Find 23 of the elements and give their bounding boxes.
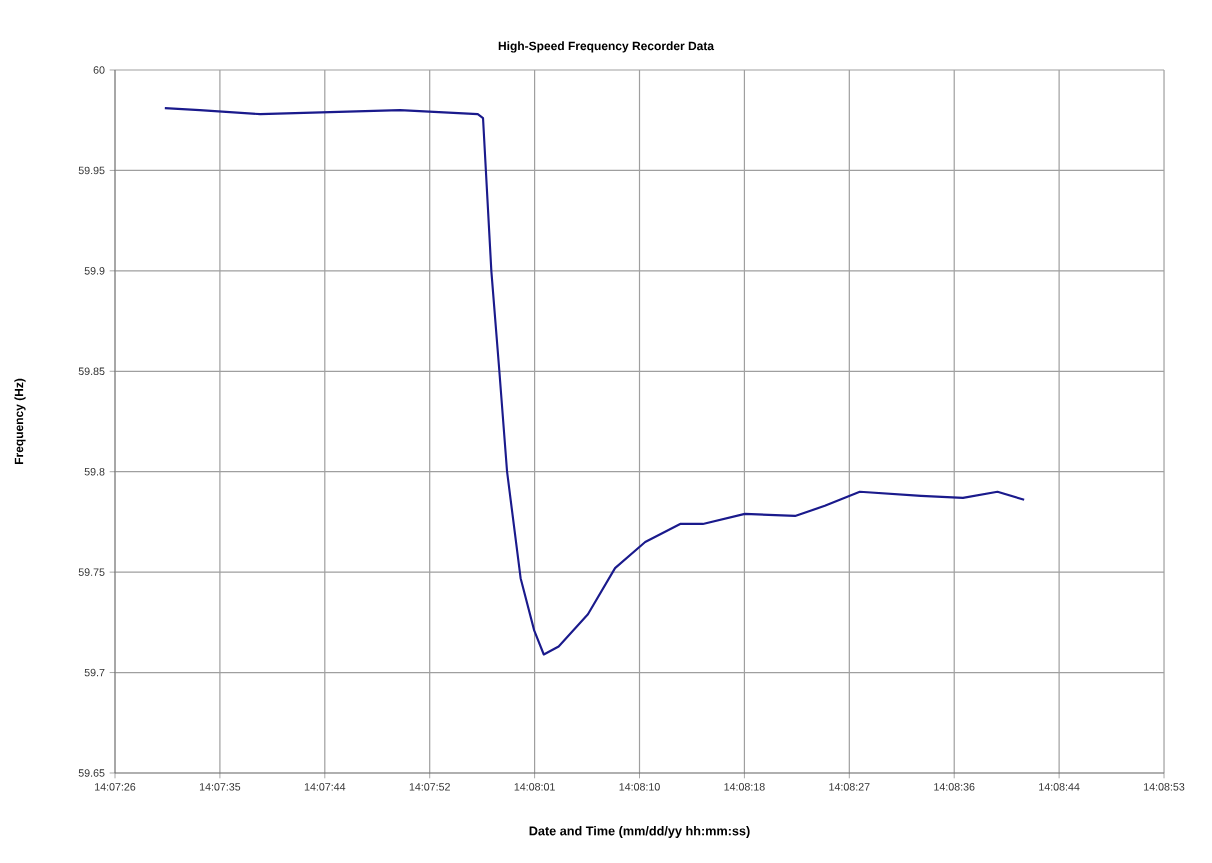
x-tick-label: 14:08:27	[829, 783, 870, 791]
x-tick-label: 14:07:52	[409, 783, 450, 791]
x-tick-label: 14:08:36	[934, 783, 975, 791]
y-tick-label: 59.85	[78, 367, 105, 376]
x-axis-title: Date and Time (mm/dd/yy hh:mm:ss)	[529, 826, 750, 838]
x-tick-label: 14:08:18	[724, 783, 765, 791]
x-tick-label: 14:08:44	[1039, 783, 1080, 791]
chart-title: High-Speed Frequency Recorder Data	[498, 41, 715, 53]
x-tick-label: 14:07:44	[304, 783, 346, 791]
line-series	[163, 107, 1026, 656]
y-tick-label: 59.75	[78, 568, 105, 576]
y-tick-label: 59.65	[78, 769, 105, 777]
x-tick-label: 14:07:35	[199, 783, 241, 791]
x-tick-label: 14:08:53	[1144, 783, 1185, 791]
y-tick-label: 59.7	[84, 668, 105, 677]
y-tick-label: 59.8	[84, 467, 105, 476]
x-tick-label: 14:08:01	[514, 783, 555, 791]
y-axis-title: Frequency (Hz)	[14, 378, 26, 465]
y-tick-label: 60	[93, 66, 105, 74]
y-tick-label: 59.9	[84, 267, 105, 275]
x-tick-label: 14:07:26	[95, 783, 136, 791]
x-tick-label: 14:08:10	[619, 783, 660, 791]
y-tick-label: 59.95	[78, 166, 105, 175]
